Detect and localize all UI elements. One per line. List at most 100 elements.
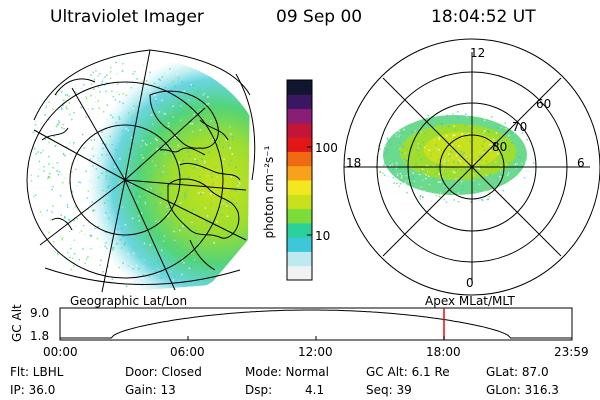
speckle-dot xyxy=(204,110,206,113)
speckle-dot xyxy=(413,180,415,183)
speckle-dot xyxy=(443,190,446,193)
speckle-dot xyxy=(122,206,124,208)
speckle-dot xyxy=(432,165,435,167)
speckle-dot xyxy=(479,155,481,157)
speckle-dot xyxy=(125,127,128,130)
speckle-dot xyxy=(116,257,119,259)
speckle-dot xyxy=(142,265,145,267)
colorbar-segment xyxy=(287,80,312,95)
speckle-dot xyxy=(384,172,387,174)
speckle-dot xyxy=(220,203,222,206)
speckle-dot xyxy=(480,159,483,161)
speckle-dot xyxy=(68,218,70,221)
speckle-dot xyxy=(146,250,148,252)
speckle-dot xyxy=(458,145,460,147)
speckle-dot xyxy=(448,155,451,158)
speckle-dot xyxy=(444,161,446,163)
speckle-dot xyxy=(106,199,108,201)
speckle-dot xyxy=(111,231,113,234)
colorbar-segment xyxy=(287,180,312,195)
speckle-dot xyxy=(473,138,475,140)
speckle-dot xyxy=(178,173,180,175)
speckle-dot xyxy=(152,189,154,192)
speckle-dot xyxy=(132,268,134,270)
speckle-dot xyxy=(151,174,153,176)
speckle-dot xyxy=(153,82,156,85)
speckle-dot xyxy=(52,212,54,214)
speckle-dot xyxy=(137,287,140,289)
speckle-dot xyxy=(191,219,193,222)
speckle-dot xyxy=(441,126,443,128)
speckle-dot xyxy=(57,253,59,256)
speckle-dot xyxy=(452,113,454,115)
speckle-dot xyxy=(435,148,438,150)
speckle-dot xyxy=(67,251,69,254)
speckle-dot xyxy=(117,205,119,207)
speckle-dot xyxy=(99,246,101,249)
polar-mlt-0: 0 xyxy=(466,276,474,290)
speckle-dot xyxy=(121,195,123,197)
speckle-dot xyxy=(75,168,77,170)
speckle-dot xyxy=(212,182,214,185)
speckle-dot xyxy=(412,188,415,191)
speckle-dot xyxy=(517,128,519,130)
speckle-dot xyxy=(196,166,199,168)
speckle-dot xyxy=(203,92,205,95)
speckle-dot xyxy=(478,199,480,201)
speckle-dot xyxy=(129,229,132,231)
speckle-dot xyxy=(385,145,387,147)
speckle-dot xyxy=(220,213,223,216)
speckle-dot xyxy=(135,146,137,149)
speckle-dot xyxy=(103,102,106,105)
speckle-dot xyxy=(92,155,95,157)
speckle-dot xyxy=(63,99,65,102)
speckle-dot xyxy=(196,162,198,165)
speckle-dot xyxy=(210,203,212,205)
speckle-dot xyxy=(28,205,30,207)
speckle-dot xyxy=(433,188,435,190)
speckle-dot xyxy=(425,174,427,176)
speckle-dot xyxy=(107,265,109,267)
speckle-dot xyxy=(66,204,69,206)
speckle-dot xyxy=(148,275,151,278)
speckle-dot xyxy=(34,194,37,196)
speckle-dot xyxy=(488,192,490,194)
speckle-dot xyxy=(391,163,393,165)
speckle-dot xyxy=(182,146,184,148)
speckle-dot xyxy=(150,284,153,286)
speckle-dot xyxy=(106,104,109,106)
speckle-dot xyxy=(147,228,149,231)
speckle-dot xyxy=(418,173,420,176)
speckle-dot xyxy=(93,139,96,141)
speckle-dot xyxy=(453,134,456,136)
speckle-dot xyxy=(118,101,121,103)
speckle-dot xyxy=(52,108,54,110)
speckle-dot xyxy=(395,133,398,135)
speckle-dot xyxy=(150,168,153,170)
speckle-dot xyxy=(205,103,208,105)
speckle-dot xyxy=(62,105,65,108)
status-dsp-value: 4.1 xyxy=(305,383,325,397)
speckle-dot xyxy=(481,195,484,197)
speckle-dot xyxy=(231,198,234,200)
speckle-dot xyxy=(401,152,403,154)
speckle-dot xyxy=(133,157,135,159)
speckle-dot xyxy=(203,167,205,170)
speckle-dot xyxy=(231,190,233,192)
speckle-dot xyxy=(437,120,439,122)
speckle-dot xyxy=(26,161,28,163)
speckle-dot xyxy=(76,218,78,220)
speckle-dot xyxy=(158,233,161,236)
speckle-dot xyxy=(160,103,162,105)
speckle-dot xyxy=(237,184,239,187)
speckle-dot xyxy=(25,154,27,156)
colorbar-segment xyxy=(287,151,312,167)
speckle-dot xyxy=(416,130,418,132)
speckle-dot xyxy=(181,273,183,276)
speckle-dot xyxy=(199,129,201,131)
speckle-dot xyxy=(419,145,422,147)
speckle-dot xyxy=(173,230,175,233)
speckle-dot xyxy=(191,104,193,106)
speckle-dot xyxy=(43,166,45,168)
speckle-dot xyxy=(199,175,201,178)
